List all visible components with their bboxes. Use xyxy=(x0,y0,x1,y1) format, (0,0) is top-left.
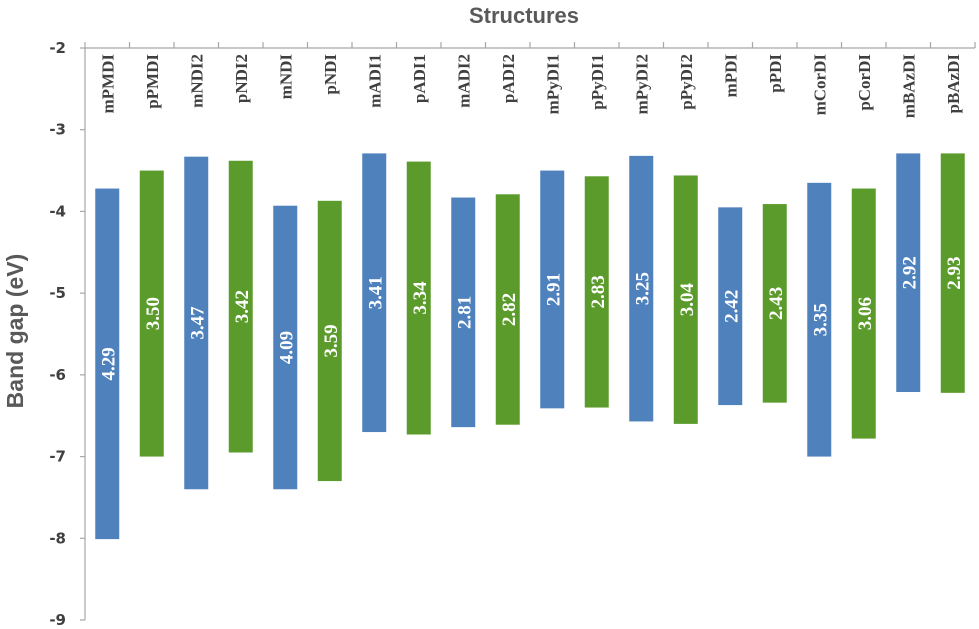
data-label: 3.59 xyxy=(321,324,342,357)
bar-mPDI xyxy=(718,207,743,406)
bar-mADI1 xyxy=(362,153,387,433)
y-tick-label: -8 xyxy=(49,529,66,547)
bar-pBAzDI xyxy=(940,153,965,393)
bar-mPMDI xyxy=(95,188,120,540)
data-label: 2.42 xyxy=(721,290,742,323)
category-label: pNDI2 xyxy=(232,54,251,103)
bar-mBAzDI xyxy=(896,153,921,393)
category-label: mPDI xyxy=(721,54,740,98)
data-label: 2.93 xyxy=(944,256,965,289)
data-label: 2.92 xyxy=(899,256,920,289)
y-tick-label: -2 xyxy=(49,39,66,57)
y-tick-label: -5 xyxy=(49,284,66,302)
category-label: pADI1 xyxy=(410,54,429,103)
data-label: 3.50 xyxy=(143,297,164,330)
bar-pNDI xyxy=(317,200,342,482)
category-label: mNDI xyxy=(276,54,295,100)
bar-mNDI xyxy=(273,205,298,490)
y-tick-labels: -2 -3 -4 -5 -6 -7 -8 -9 xyxy=(49,39,66,629)
data-label: 3.41 xyxy=(365,276,386,309)
data-label: 3.42 xyxy=(232,290,253,323)
category-label: pPyDI1 xyxy=(588,54,607,110)
bar-pPMDI xyxy=(139,170,164,457)
category-label: pPDI xyxy=(766,54,785,93)
data-label: 3.04 xyxy=(677,283,698,317)
category-label: mADI2 xyxy=(454,54,473,108)
data-label: 3.06 xyxy=(855,297,876,330)
bars xyxy=(95,153,965,540)
data-label: 4.29 xyxy=(98,347,119,380)
category-label: mADI1 xyxy=(365,54,384,108)
category-label: mNDI2 xyxy=(187,54,206,108)
data-label: 3.34 xyxy=(410,281,431,315)
bar-pPDI xyxy=(762,204,787,403)
bar-mADI2 xyxy=(451,197,476,428)
category-label: pNDI xyxy=(321,54,340,95)
bar-pNDI2 xyxy=(228,160,253,453)
data-label: 2.82 xyxy=(499,293,520,326)
bar-mNDI2 xyxy=(184,156,209,490)
data-label: 2.81 xyxy=(454,296,475,329)
data-label: 2.43 xyxy=(766,287,787,320)
data-labels: 4.29 3.50 3.47 3.42 4.09 3.59 3.41 3.34 2.81 2.82… xyxy=(98,256,965,380)
category-label: pPyDI2 xyxy=(677,54,696,110)
data-label: 3.35 xyxy=(810,303,831,336)
category-label: mPyDI2 xyxy=(632,54,651,114)
category-label: mCorDI xyxy=(810,54,829,116)
category-label: mPyDI1 xyxy=(543,54,562,114)
category-label: mPMDI xyxy=(98,54,117,114)
y-tick-label: -6 xyxy=(49,366,66,384)
bar-mPyDI1 xyxy=(540,170,565,409)
data-label: 3.47 xyxy=(187,306,208,340)
y-tick-label: -4 xyxy=(49,202,66,220)
data-label: 2.91 xyxy=(543,273,564,306)
y-tick-label: -3 xyxy=(49,121,66,139)
category-label: pPMDI xyxy=(143,54,162,109)
bar-pADI1 xyxy=(406,161,431,435)
category-label: mBAzDI xyxy=(899,54,918,119)
y-tick-label: -9 xyxy=(49,611,66,629)
chart-title: Structures xyxy=(469,3,579,28)
bar-mCorDI xyxy=(807,182,832,457)
category-labels: mPMDI pPMDI mNDI2 pNDI2 mNDI pNDI mADI1 pADI1 mA… xyxy=(98,54,963,119)
bar-pADI2 xyxy=(495,194,520,425)
data-label: 3.25 xyxy=(632,272,653,305)
bar-mPyDI2 xyxy=(629,155,654,422)
data-label: 2.83 xyxy=(588,275,609,308)
y-axis-label: Band gap (eV) xyxy=(2,254,28,409)
data-label: 4.09 xyxy=(276,331,297,364)
bar-pPyDI2 xyxy=(673,175,698,424)
category-label: pADI2 xyxy=(499,54,518,103)
bar-pPyDI1 xyxy=(584,176,609,408)
category-label: pBAzDI xyxy=(944,54,963,114)
y-tick-label: -7 xyxy=(49,448,66,466)
category-label: pCorDI xyxy=(855,54,874,111)
bar-pCorDI xyxy=(851,188,876,439)
axes xyxy=(80,42,976,621)
